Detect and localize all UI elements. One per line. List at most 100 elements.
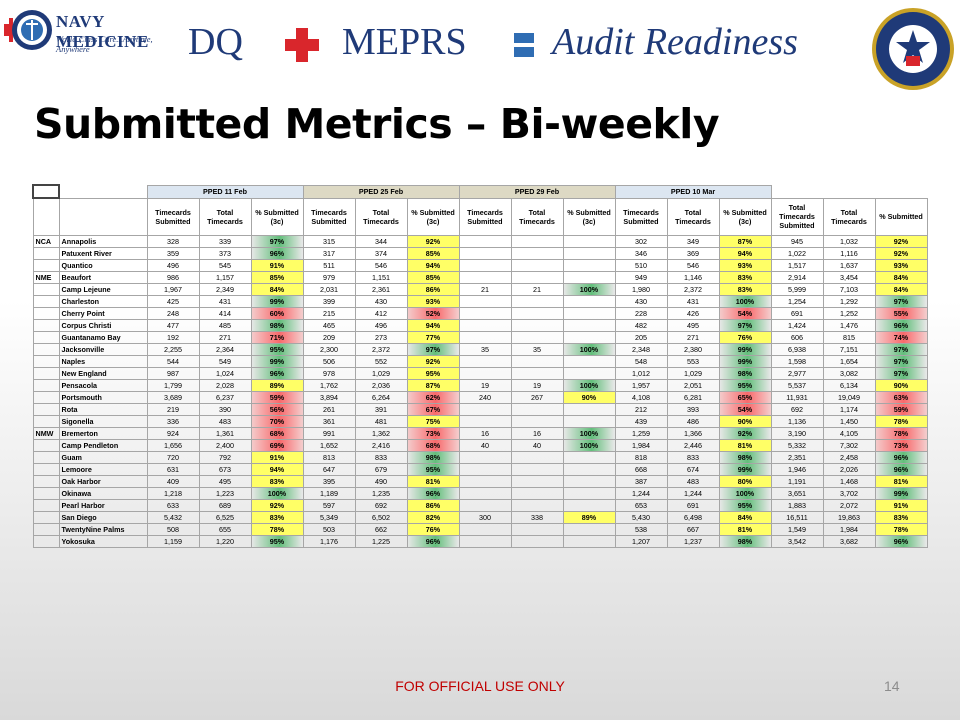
region-cell [32, 295, 60, 308]
pct-cell: 83% [718, 271, 772, 284]
table-row: Naples 544 549 99% 506 552 92% 548 553 99% 1,598 1,… [32, 355, 928, 368]
pct-cell: 98% [718, 451, 772, 464]
total-cell [510, 295, 564, 308]
submitted-cell: 1,207 [614, 535, 668, 548]
pct-cell: 93% [718, 259, 772, 272]
total-cell: 1,450 [822, 415, 876, 428]
total-cell: 339 [198, 235, 252, 248]
region-cell [32, 451, 60, 464]
total-cell: 6,502 [354, 511, 408, 524]
pct-cell [562, 367, 616, 380]
total-cell: 2,349 [198, 283, 252, 296]
total-cell: 374 [354, 247, 408, 260]
pct-cell: 91% [250, 451, 304, 464]
table-row: Cherry Point 248 414 60% 215 412 52% 228 426 54% 6… [32, 307, 928, 320]
total-cell: 486 [666, 415, 720, 428]
submitted-cell [458, 331, 512, 344]
pct-cell: 96% [250, 247, 304, 260]
table-row: Portsmouth 3,689 6,237 59% 3,894 6,264 62% 240 2… [32, 391, 928, 404]
pct-cell: 93% [406, 295, 460, 308]
submitted-cell: 261 [302, 403, 356, 416]
total-cell: 1,252 [822, 307, 876, 320]
pct-cell: 62% [406, 391, 460, 404]
total-cell: 3,454 [822, 271, 876, 284]
submitted-cell: 3,689 [146, 391, 200, 404]
total-cell: 3,082 [822, 367, 876, 380]
table-row: Camp Pendleton 1,656 2,400 69% 1,652 2,416 68%… [32, 439, 928, 452]
total-cell: 1,174 [822, 403, 876, 416]
submitted-cell: 978 [302, 367, 356, 380]
submitted-cell: 1,254 [770, 295, 824, 308]
submitted-cell: 21 [458, 283, 512, 296]
submitted-cell: 506 [302, 355, 356, 368]
pct-cell: 92% [406, 235, 460, 248]
total-cell [510, 463, 564, 476]
site-header [58, 197, 148, 236]
submitted-cell: 986 [146, 271, 200, 284]
total-cell: 1,244 [666, 487, 720, 500]
region-cell [32, 403, 60, 416]
submitted-cell: 6,938 [770, 343, 824, 356]
total-cell [510, 331, 564, 344]
submitted-cell [458, 475, 512, 488]
submitted-cell: 192 [146, 331, 200, 344]
submitted-cell [458, 271, 512, 284]
total-cell: 1,029 [666, 367, 720, 380]
submitted-cell: 219 [146, 403, 200, 416]
submitted-cell: 5,432 [146, 511, 200, 524]
site-cell: Bremerton [58, 427, 148, 440]
pct-cell: 82% [406, 511, 460, 524]
submitted-cell: 979 [302, 271, 356, 284]
site-cell: Camp Lejeune [58, 283, 148, 296]
table-row: Rota 219 390 56% 261 391 67% 212 393 54% 692 1,174 5… [32, 403, 928, 416]
region-cell [32, 283, 60, 296]
submitted-cell [458, 535, 512, 548]
region-cell [32, 463, 60, 476]
pct-cell: 99% [250, 295, 304, 308]
total-cell: 546 [666, 259, 720, 272]
total-timecards-header: Total Timecards [666, 197, 720, 236]
total-cell: 549 [198, 355, 252, 368]
submitted-cell: 720 [146, 451, 200, 464]
banner-dq: DQ [188, 21, 243, 63]
submitted-cell: 496 [146, 259, 200, 272]
total-cell: 2,446 [666, 439, 720, 452]
submitted-cell: 987 [146, 367, 200, 380]
pct-cell: 70% [250, 415, 304, 428]
pct-cell: 77% [406, 331, 460, 344]
submitted-cell: 1,652 [302, 439, 356, 452]
total-timecards-all-header: Total Timecards [822, 197, 876, 236]
total-cell: 369 [666, 247, 720, 260]
total-timecards-header: Total Timecards [198, 197, 252, 236]
total-cell: 390 [198, 403, 252, 416]
submitted-cell: 212 [614, 403, 668, 416]
table-row: Sigonella 336 483 70% 361 481 75% 439 486 90% 1,13… [32, 415, 928, 428]
total-cell: 7,103 [822, 283, 876, 296]
submitted-cell: 40 [458, 439, 512, 452]
pct-cell: 97% [406, 343, 460, 356]
total-cell: 1,468 [822, 475, 876, 488]
total-cell: 485 [198, 319, 252, 332]
total-cell: 1,292 [822, 295, 876, 308]
bureau-of-medicine-seal-icon [872, 8, 954, 90]
pct-cell: 86% [406, 283, 460, 296]
pct-cell: 90% [718, 415, 772, 428]
total-cell: 2,051 [666, 379, 720, 392]
pct-cell: 59% [250, 391, 304, 404]
total-cell [510, 235, 564, 248]
submitted-cell: 302 [614, 235, 668, 248]
pct-cell: 81% [874, 475, 928, 488]
navy-medicine-logo: NAVY MEDICINE World Class Care...Anytime… [4, 6, 164, 56]
total-cell: 2,361 [354, 283, 408, 296]
submitted-cell: 19 [458, 379, 512, 392]
pct-cell [562, 319, 616, 332]
total-cell [510, 415, 564, 428]
submitted-cell: 949 [614, 271, 668, 284]
pct-cell: 90% [874, 379, 928, 392]
pct-cell: 94% [406, 319, 460, 332]
pct-cell: 84% [718, 511, 772, 524]
submitted-cell: 606 [770, 331, 824, 344]
pct-cell: 65% [718, 391, 772, 404]
table-row: Guantanamo Bay 192 271 71% 209 273 77% 205 271 76… [32, 331, 928, 344]
page-number: 14 [884, 678, 900, 694]
